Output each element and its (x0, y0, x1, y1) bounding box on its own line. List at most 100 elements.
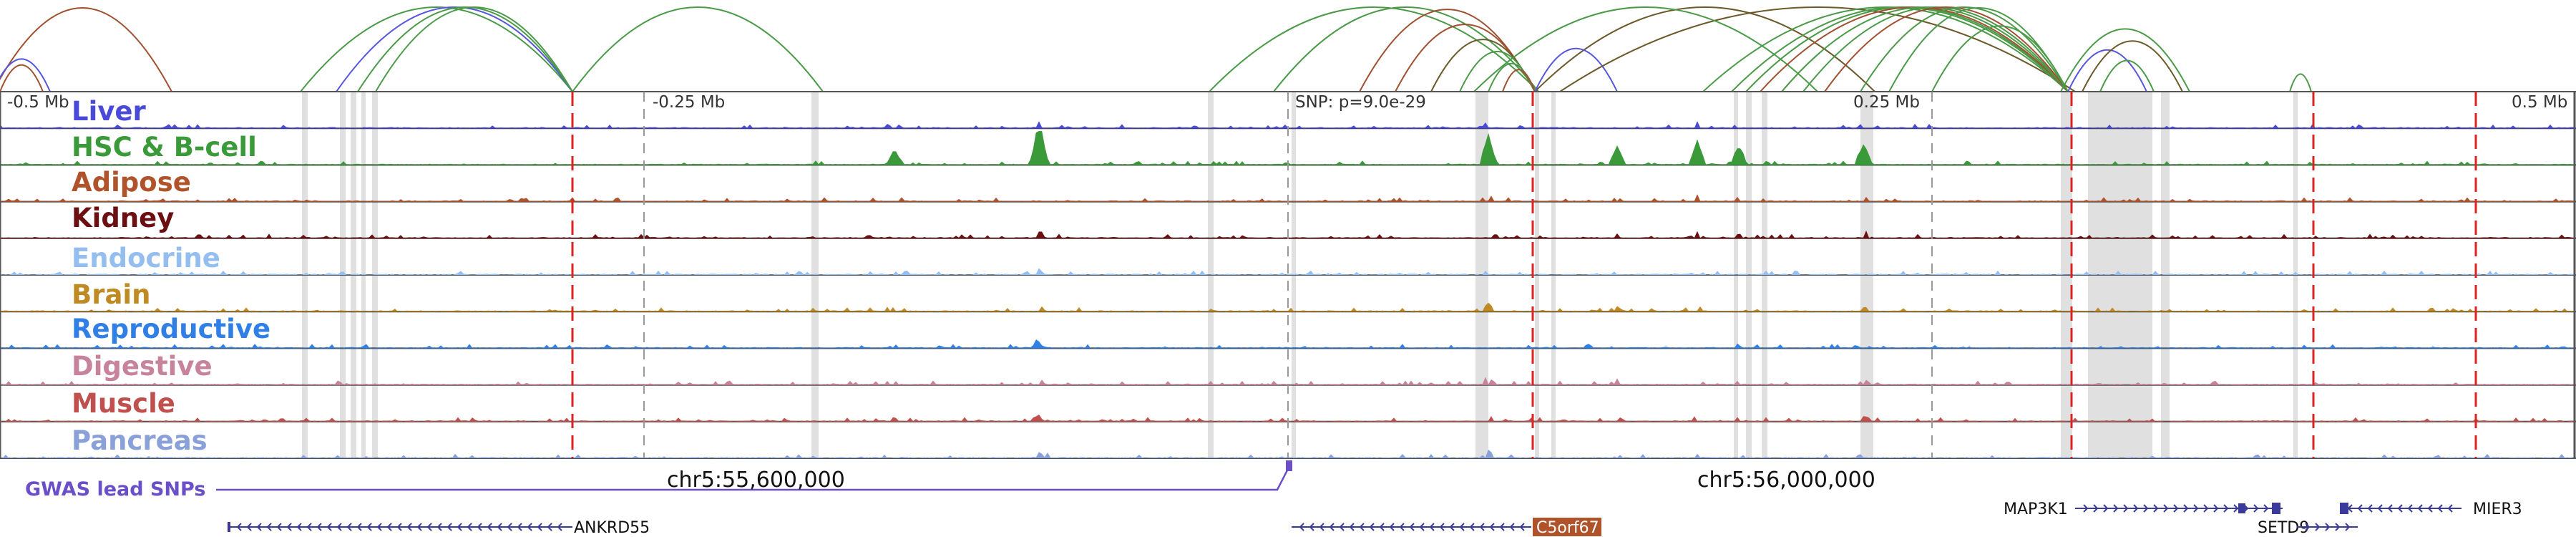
chromatin-loop-arc (0, 64, 44, 92)
track-label-adipose: Adipose (72, 167, 191, 198)
gene-label-ankrd55[interactable]: ANKRD55 (574, 519, 650, 537)
chromatin-loop-arc (1860, 6, 2069, 92)
gene-c5orf67-strand-chevron (1399, 523, 1405, 531)
gene-map3k1-strand-chevron (2123, 504, 2129, 513)
track-label-reproductive: Reproductive (72, 314, 270, 344)
gene-setd9-strand-chevron (2335, 523, 2341, 531)
track-label-pancreas: Pancreas (72, 425, 208, 456)
chromatin-loop-arc (300, 6, 573, 92)
gene-highlight-c5orf67 (1533, 518, 1601, 536)
gwas-track: GWAS lead SNPs (25, 460, 1292, 500)
chromatin-loop-arc (1534, 47, 1618, 92)
gene-map3k1-strand-chevron (2233, 504, 2239, 513)
gene-mier3-strand-chevron (2417, 504, 2423, 513)
gene-c5orf67-strand-chevron (1339, 523, 1345, 531)
gwas-connector-line (216, 465, 1291, 491)
gene-c5orf67-strand-chevron (1329, 523, 1335, 531)
gene-map3k1-strand-chevron (2203, 504, 2209, 513)
gene-mier3-strand-chevron (2447, 504, 2453, 513)
gene-map3k1-strand-chevron (2253, 504, 2259, 513)
chromatin-loop-arc (375, 6, 573, 92)
gene-label-mier3[interactable]: MIER3 (2473, 500, 2522, 518)
chromatin-loop-arc (1473, 6, 1818, 92)
chromatin-loop-arc (1273, 6, 1539, 92)
gene-c5orf67-strand-chevron (1489, 523, 1495, 531)
gene-mier3-strand-chevron (2407, 504, 2413, 513)
gene-map3k1-strand-chevron (2173, 504, 2179, 513)
track-label-kidney: Kidney (72, 203, 174, 233)
gene-c5orf67-strand-chevron (1349, 523, 1355, 531)
gene-c5orf67-strand-chevron (1439, 523, 1445, 531)
gene-c5orf67-strand-chevron (1319, 523, 1324, 531)
chromatin-loop-arc (1534, 6, 1875, 92)
ruler-tick-label: -0.5 Mb (7, 93, 69, 112)
gene-map3k1-strand-chevron (2143, 504, 2149, 513)
gene-c5orf67-strand-chevron (1499, 523, 1505, 531)
signal-endocrine (0, 268, 2576, 276)
chromatin-loop-arc (1824, 6, 2069, 92)
chromatin-loop-arc (2099, 59, 2155, 92)
gene-map3k1-strand-chevron (2193, 504, 2199, 513)
gene-ankrd55-strand-chevron (426, 523, 432, 531)
gene-c5orf67-strand-chevron (1359, 523, 1365, 531)
gene-c5orf67-strand-chevron (1429, 523, 1435, 531)
gene-mier3-strand-chevron (2377, 504, 2383, 513)
gene-map3k1-strand-chevron (2133, 504, 2139, 513)
chromatin-loop-arc (336, 6, 573, 92)
gene-ankrd55-strand-chevron (256, 523, 262, 531)
track-label-muscle: Muscle (72, 388, 175, 419)
gene-ankrd55-strand-chevron (296, 523, 302, 531)
gene-c5orf67-strand-chevron (1509, 523, 1515, 531)
gene-ankrd55-strand-chevron (376, 523, 382, 531)
track-label-digestive: Digestive (72, 351, 213, 382)
gene-ankrd55-strand-chevron (436, 523, 442, 531)
gene-ankrd55-strand-chevron (286, 523, 292, 531)
gene-map3k1-strand-chevron (2093, 504, 2099, 513)
gene-c5orf67-strand-chevron (1459, 523, 1465, 531)
gene-mier3-strand-chevron (2437, 504, 2443, 513)
gene-map3k1-strand-chevron (2183, 504, 2189, 513)
chromatin-loop-arc (572, 6, 824, 92)
gene-ankrd55-strand-chevron (527, 523, 532, 531)
gene-map3k1-strand-chevron (2083, 504, 2089, 513)
chromatin-loop-arc (1760, 6, 2069, 92)
track-label-brain: Brain (72, 279, 150, 310)
chromatin-loop-arc (2067, 49, 2147, 92)
gene-ankrd55-strand-chevron (517, 523, 522, 531)
gene-ankrd55-strand-chevron (557, 523, 562, 531)
chromatin-loop-arc (1502, 69, 1536, 92)
gene-label-map3k1[interactable]: MAP3K1 (2004, 500, 2068, 518)
gene-c5orf67-strand-chevron (1299, 523, 1304, 531)
gene-c5orf67-strand-chevron (1369, 523, 1375, 531)
gene-ankrd55-exon (228, 522, 230, 532)
gwas-lead-snp-marker[interactable] (1286, 460, 1292, 471)
track-label-hsc-bcell: HSC & B-cell (72, 132, 257, 163)
region-markers (0, 91, 2576, 458)
gene-ankrd55-strand-chevron (326, 523, 332, 531)
coordinate-label-right: chr5:56,000,000 (1697, 468, 1875, 493)
gene-label-setd9[interactable]: SETD9 (2258, 519, 2309, 537)
gene-mier3-exon (2340, 503, 2348, 514)
gene-label-c5orf67[interactable]: C5orf67 (1536, 519, 1599, 537)
gwas-track-label: GWAS lead SNPs (25, 478, 205, 500)
gene-setd9-strand-chevron (2345, 523, 2351, 531)
gene-c5orf67-strand-chevron (1479, 523, 1485, 531)
gene-ankrd55-strand-chevron (306, 523, 312, 531)
gene-map3k1-strand-chevron (2113, 504, 2119, 513)
gene-ankrd55-strand-chevron (537, 523, 542, 531)
gene-ankrd55-strand-chevron (477, 523, 482, 531)
gene-annotation-track: ANKRD55 C5orf67 MAP3K1 SETD9 MIER3 (228, 500, 2522, 537)
chromatin-loop-arc (1559, 6, 2076, 92)
chromatin-loop-arc (1745, 6, 2069, 92)
gene-ankrd55-strand-chevron (346, 523, 352, 531)
chromatin-loop-arc (0, 7, 172, 92)
gene-map3k1-exon (2238, 503, 2245, 513)
gene-ankrd55-strand-chevron (276, 523, 282, 531)
chromatin-loop-arc (2082, 40, 2183, 92)
chromatin-loop-arc (0, 58, 51, 92)
gene-ankrd55-strand-chevron (356, 523, 362, 531)
gene-ankrd55-strand-chevron (396, 523, 402, 531)
gene-setd9-strand-chevron (2305, 523, 2311, 531)
signal-reproductive (0, 339, 2576, 349)
